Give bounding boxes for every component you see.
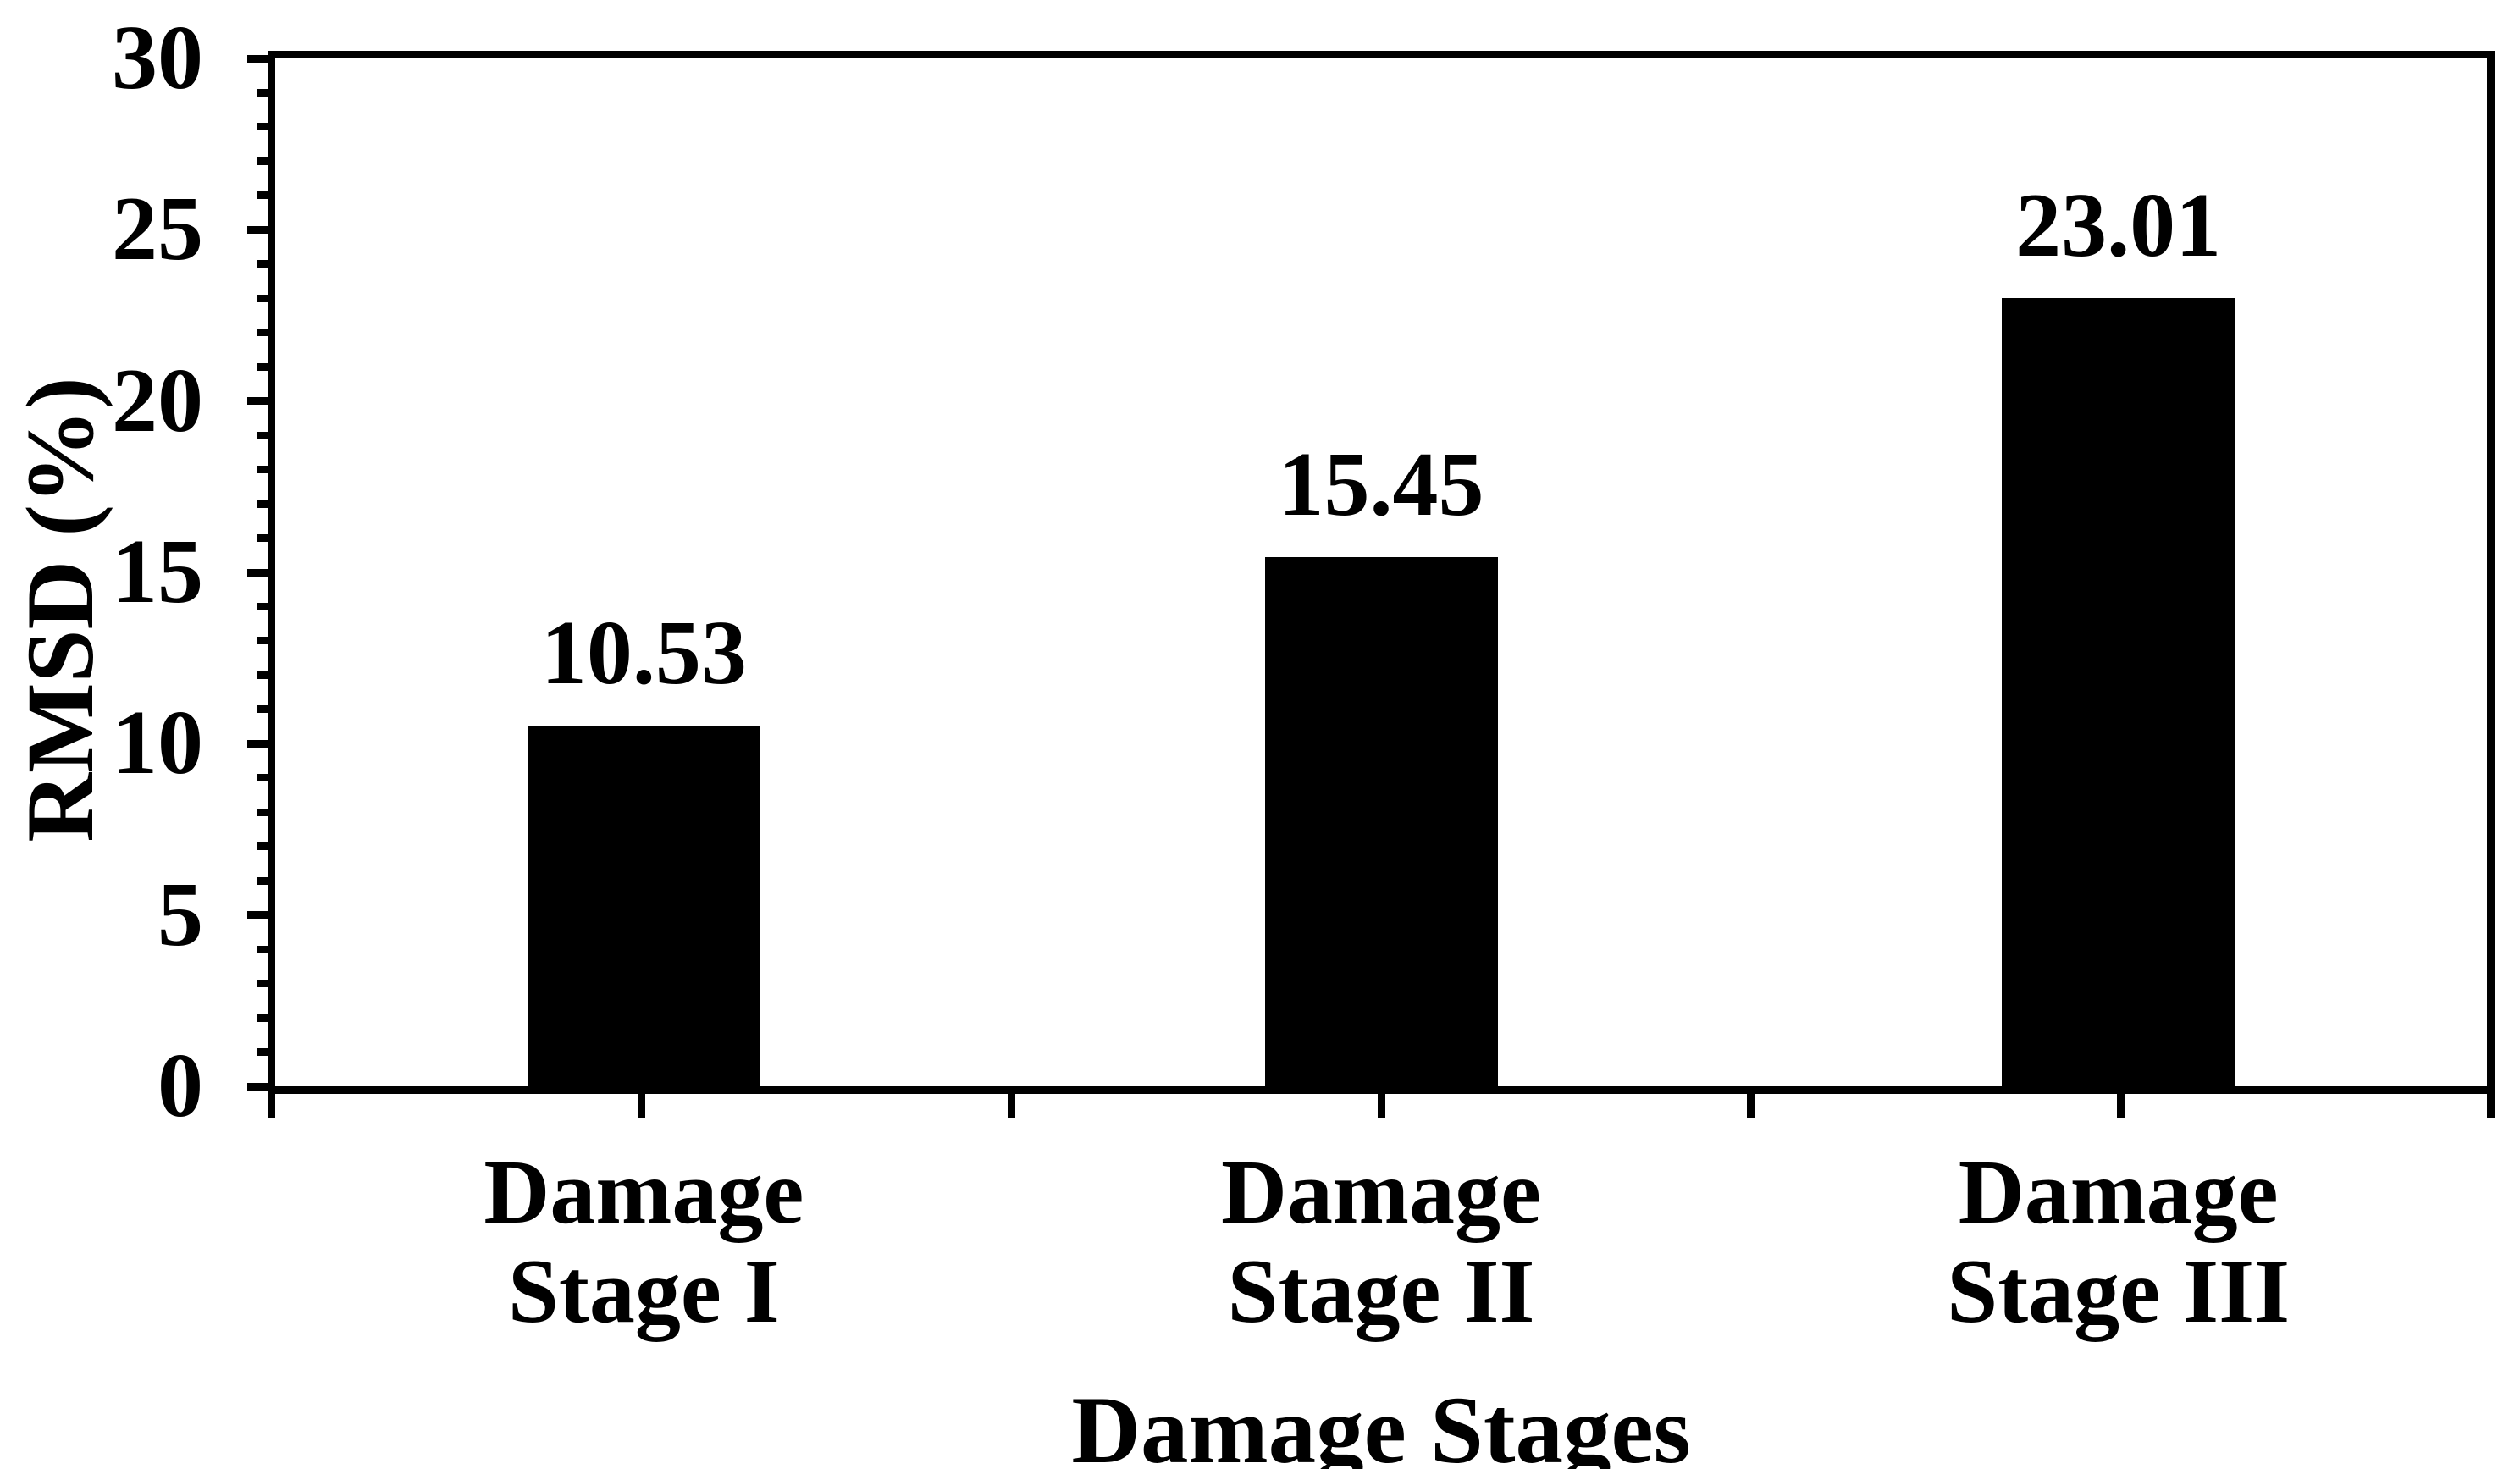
y-minor-tick <box>257 637 275 645</box>
y-minor-tick <box>257 602 275 610</box>
y-minor-tick <box>257 876 275 885</box>
y-minor-tick <box>257 123 275 131</box>
y-tick-label: 20 <box>112 350 203 451</box>
y-tick-label: 10 <box>112 693 203 794</box>
x-category-label-line: Stage III <box>1947 1241 2291 1342</box>
y-minor-tick <box>257 808 275 816</box>
y-minor-tick <box>257 260 275 268</box>
bar-damage-stage-2 <box>1264 556 1498 1086</box>
y-major-tick <box>247 225 275 234</box>
y-minor-tick <box>257 945 275 953</box>
x-category-label-line: Damage <box>1958 1142 2279 1243</box>
y-tick-label: 15 <box>112 522 203 622</box>
y-minor-tick <box>257 1048 275 1057</box>
x-axis-tick <box>1747 1086 1755 1118</box>
x-category-label: Damage Stage I <box>347 1143 940 1341</box>
x-axis-tick <box>2117 1086 2125 1118</box>
x-category-label-line: Stage I <box>507 1241 780 1342</box>
x-axis-tick <box>637 1086 645 1118</box>
y-minor-tick <box>257 362 275 371</box>
y-minor-tick <box>257 842 275 851</box>
bar-damage-stage-1 <box>527 725 760 1086</box>
y-minor-tick <box>257 500 275 508</box>
y-minor-tick <box>257 774 275 782</box>
bar-value-label: 15.45 <box>1278 434 1484 535</box>
bar-value-label: 10.53 <box>540 602 747 704</box>
y-minor-tick <box>257 191 275 200</box>
y-minor-tick <box>257 466 275 474</box>
x-axis-tick <box>2487 1086 2495 1118</box>
y-minor-tick <box>257 1013 275 1022</box>
y-major-tick <box>247 911 275 920</box>
y-minor-tick <box>257 294 275 302</box>
bar-value-label: 23.01 <box>2015 174 2222 276</box>
y-major-tick <box>247 568 275 577</box>
y-tick-label: 5 <box>158 864 203 965</box>
y-tick-label: 0 <box>158 1035 203 1136</box>
y-minor-tick <box>257 705 275 714</box>
y-major-tick <box>247 1082 275 1091</box>
y-major-tick <box>247 54 275 63</box>
x-axis-tick <box>1377 1086 1385 1118</box>
x-axis-tick <box>268 1086 275 1118</box>
y-major-tick <box>247 397 275 406</box>
y-tick-label: 25 <box>112 179 203 280</box>
y-minor-tick <box>257 671 275 679</box>
x-category-label-line: Damage <box>484 1142 804 1243</box>
y-minor-tick <box>257 431 275 439</box>
y-axis-title: RMSD (%) <box>8 377 113 842</box>
x-axis-title: Damage Stages <box>1071 1378 1691 1469</box>
y-minor-tick <box>257 534 275 543</box>
bar-damage-stage-3 <box>2002 297 2235 1086</box>
x-category-label-line: Damage <box>1221 1142 1541 1243</box>
x-category-label-line: Stage II <box>1227 1241 1535 1342</box>
y-tick-label: 30 <box>112 8 203 108</box>
x-category-label: Damage Stage II <box>1085 1143 1677 1341</box>
x-axis-tick <box>1007 1086 1015 1118</box>
y-minor-tick <box>257 329 275 337</box>
x-category-label: Damage Stage III <box>1822 1143 2415 1341</box>
y-major-tick <box>247 739 275 748</box>
y-minor-tick <box>257 88 275 97</box>
y-minor-tick <box>257 157 275 165</box>
y-minor-tick <box>257 980 275 988</box>
